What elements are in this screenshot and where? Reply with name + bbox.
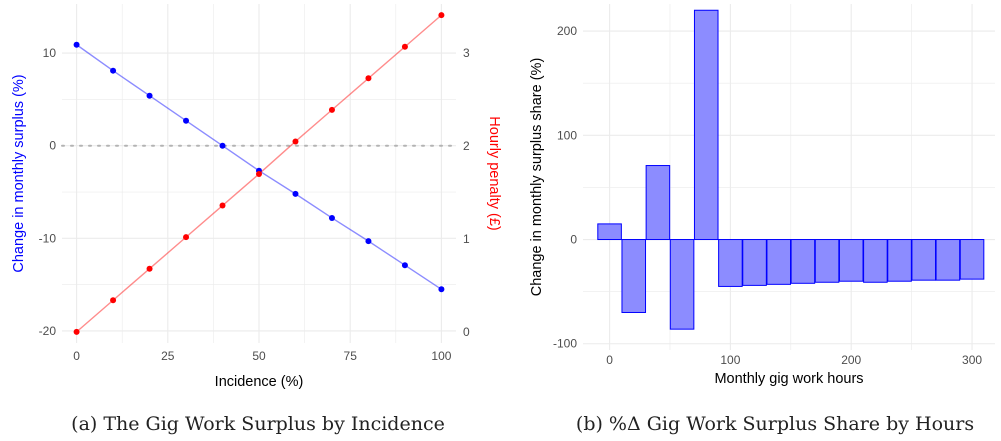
y2-tick-label: 0 xyxy=(463,325,470,339)
x-tick-label: 300 xyxy=(962,353,982,367)
caption-b: (b) %Δ Gig Work Surplus Share by Hours xyxy=(576,413,974,435)
chart-hours: 0 100 200 300 -100 0 100 200 Monthly gig work ho… xyxy=(529,4,995,387)
data-point-penalty xyxy=(183,234,190,241)
y-tick-label: 0 xyxy=(570,233,577,247)
x-tick-label: 75 xyxy=(344,349,358,363)
y-tick-label: -20 xyxy=(39,324,57,338)
data-point-surplus xyxy=(183,117,190,124)
bar xyxy=(838,239,864,282)
caption-a: (a) The Gig Work Surplus by Incidence xyxy=(71,413,445,435)
data-point-surplus xyxy=(219,142,226,149)
bar xyxy=(790,239,816,284)
x-tick-label: 25 xyxy=(161,349,175,363)
y-axis-title-left: Change in monthly surplus (%) xyxy=(11,74,27,272)
y2-tick-label: 1 xyxy=(463,232,470,246)
data-point-surplus xyxy=(73,41,80,48)
x-axis-title: Incidence (%) xyxy=(215,374,304,390)
bar xyxy=(911,239,936,281)
bar xyxy=(766,239,792,285)
y2-tick-label: 2 xyxy=(463,139,470,153)
y-tick-label: 200 xyxy=(557,24,577,38)
data-point-penalty xyxy=(328,106,335,113)
bar xyxy=(621,239,647,313)
y-tick-label: 10 xyxy=(43,46,57,60)
x-tick-label: 0 xyxy=(73,349,80,363)
bar xyxy=(693,9,719,241)
bar xyxy=(645,165,671,241)
bar xyxy=(935,239,961,281)
y-tick-label: 0 xyxy=(49,139,56,153)
y-axis-title: Change in monthly surplus share (%) xyxy=(529,58,545,297)
data-point-penalty xyxy=(146,265,153,272)
bar xyxy=(669,239,695,330)
x-tick-label: 100 xyxy=(720,353,740,367)
x-tick-label: 100 xyxy=(431,349,451,363)
bar xyxy=(959,239,985,280)
y-tick-label: -100 xyxy=(553,337,577,351)
x-tick-label: 0 xyxy=(606,353,613,367)
data-point-penalty xyxy=(219,202,226,209)
bar xyxy=(887,239,912,282)
data-point-penalty xyxy=(438,12,445,19)
bar xyxy=(814,239,840,283)
data-point-surplus xyxy=(438,286,445,293)
x-tick-label: 200 xyxy=(841,353,861,367)
y2-tick-label: 3 xyxy=(463,46,470,60)
y-tick-label: -10 xyxy=(39,231,57,245)
data-point-surplus xyxy=(365,238,372,245)
data-point-penalty xyxy=(256,170,262,177)
data-point-surplus xyxy=(110,67,117,74)
data-point-penalty xyxy=(401,43,408,50)
data-point-penalty xyxy=(110,297,117,304)
x-tick-label: 50 xyxy=(252,349,266,363)
data-point-surplus xyxy=(401,262,408,269)
data-point-surplus xyxy=(146,92,153,99)
data-point-penalty xyxy=(365,75,372,82)
bar xyxy=(863,239,888,283)
x-axis-title: Monthly gig work hours xyxy=(714,371,863,387)
bar xyxy=(742,239,767,286)
y-tick-label: 100 xyxy=(557,128,577,142)
data-point-penalty xyxy=(292,138,299,145)
bar xyxy=(718,239,743,287)
bar xyxy=(597,223,622,241)
data-point-penalty xyxy=(73,328,80,335)
data-point-surplus xyxy=(292,190,299,197)
y-axis-title-right: Hourly penalty (£) xyxy=(486,116,502,230)
data-point-surplus xyxy=(328,214,335,221)
